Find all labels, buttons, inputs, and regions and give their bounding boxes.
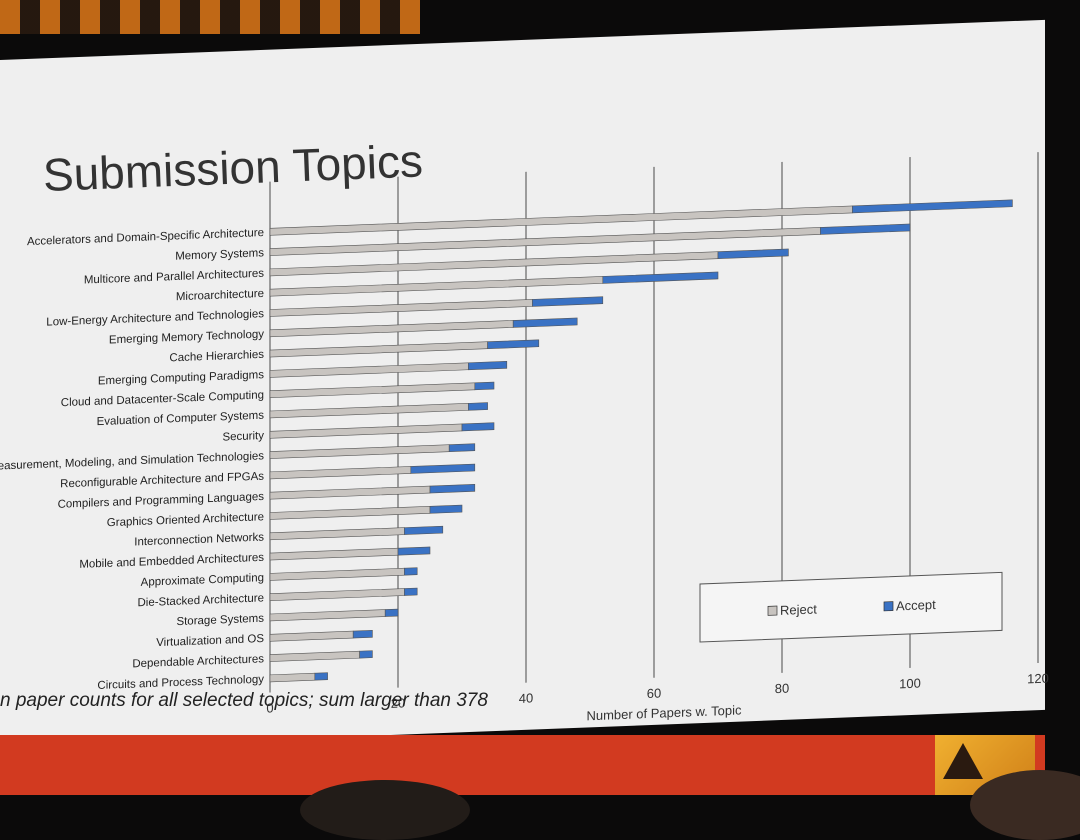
bar-accept-8: [474, 381, 495, 391]
bar-reject-16: [269, 547, 399, 561]
bar-accept-22: [314, 672, 328, 681]
category-label: Mobile and Embedded Architectures: [79, 552, 264, 571]
bar-reject-22: [269, 672, 316, 683]
slide-footer-bar: [0, 735, 1045, 795]
bar-reject-12: [269, 466, 412, 480]
x-tick-label: 100: [899, 676, 921, 692]
category-label: Compilers and Programming Languages: [58, 491, 265, 511]
audience-head: [300, 780, 470, 840]
category-label: Accelerators and Domain-Specific Archite…: [27, 227, 264, 248]
bar-reject-11: [269, 444, 450, 459]
category-label: Interconnection Networks: [134, 532, 264, 549]
category-label: Emerging Computing Paradigms: [98, 369, 264, 387]
chart-legend: Reject Accept: [699, 571, 1003, 643]
bar-accept-12: [410, 463, 476, 474]
category-label: Memory Systems: [175, 247, 264, 262]
bar-reject-20: [269, 630, 354, 642]
category-label: Reconfigurable Architecture and FPGAs: [60, 471, 264, 491]
category-label: Low-Energy Architecture and Technologies: [46, 308, 264, 328]
bar-accept-19: [384, 608, 399, 617]
x-tick-label: 60: [647, 686, 661, 702]
category-label: Dependable Architectures: [132, 653, 264, 670]
x-tick-label: 0: [266, 700, 273, 715]
bar-reject-8: [269, 382, 476, 398]
bar-reject-14: [269, 506, 431, 520]
bar-accept-1: [820, 223, 911, 235]
bar-reject-4: [269, 299, 533, 317]
category-label: Security: [222, 430, 264, 444]
bar-accept-9: [468, 402, 488, 411]
bar-reject-15: [269, 527, 405, 541]
x-tick-label: 80: [775, 681, 789, 697]
bar-reject-5: [269, 320, 514, 338]
category-label: Approximate Computing: [141, 572, 264, 589]
bar-reject-7: [269, 362, 469, 378]
bar-accept-20: [352, 630, 373, 639]
bar-reject-2: [269, 251, 719, 277]
legend-swatch-reject: [767, 605, 778, 616]
category-label: Measurement, Modeling, and Simulation Te…: [0, 450, 264, 473]
category-label: Microarchitecture: [176, 288, 264, 303]
category-label: Cache Hierarchies: [169, 349, 264, 365]
bar-accept-21: [359, 650, 373, 659]
bar-reject-13: [269, 485, 431, 500]
stacked-bar-chart: Accelerators and Domain-Specific Archite…: [0, 152, 1049, 723]
x-tick-label: 120: [1027, 671, 1049, 687]
bar-accept-7: [468, 360, 508, 371]
category-label: Die-Stacked Architecture: [137, 592, 264, 609]
bar-accept-14: [429, 504, 463, 514]
bar-accept-6: [487, 339, 540, 350]
category-label: Emerging Memory Technology: [109, 329, 264, 347]
category-label: Storage Systems: [176, 613, 264, 628]
bar-reject-10: [269, 423, 463, 439]
category-label: Graphics Oriented Architecture: [107, 511, 264, 529]
bar-accept-16: [397, 546, 431, 556]
bar-reject-3: [269, 276, 604, 297]
bar-accept-13: [429, 483, 476, 494]
bar-reject-6: [269, 341, 488, 358]
slide-footnote: n paper counts for all selected topics; …: [0, 690, 488, 711]
bar-accept-4: [532, 296, 604, 307]
category-label: Virtualization and OS: [156, 633, 264, 649]
bar-accept-0: [852, 199, 1013, 214]
bar-accept-17: [404, 567, 418, 576]
x-tick-label: 20: [391, 695, 405, 711]
legend-label-reject: Reject: [780, 602, 817, 618]
legend-label-accept: Accept: [896, 597, 936, 614]
bar-accept-11: [448, 443, 476, 453]
bar-reject-19: [269, 609, 386, 622]
category-label: Multicore and Parallel Architectures: [84, 268, 264, 287]
category-label: Evaluation of Computer Systems: [97, 410, 265, 428]
bar-accept-5: [512, 317, 578, 328]
bar-reject-17: [269, 567, 405, 581]
category-label: Cloud and Datacenter-Scale Computing: [61, 389, 264, 409]
bar-accept-3: [602, 271, 719, 284]
stage-lights: [0, 0, 420, 34]
bar-reject-21: [269, 650, 360, 662]
bar-reject-9: [269, 403, 469, 419]
legend-swatch-accept: [883, 601, 894, 612]
bar-accept-10: [461, 422, 495, 432]
bar-accept-2: [717, 248, 789, 259]
bar-reject-18: [269, 588, 405, 601]
x-axis-label: Number of Papers w. Topic: [586, 702, 742, 723]
bar-accept-18: [404, 587, 418, 596]
x-tick-label: 40: [519, 690, 533, 706]
bar-accept-15: [404, 525, 444, 535]
